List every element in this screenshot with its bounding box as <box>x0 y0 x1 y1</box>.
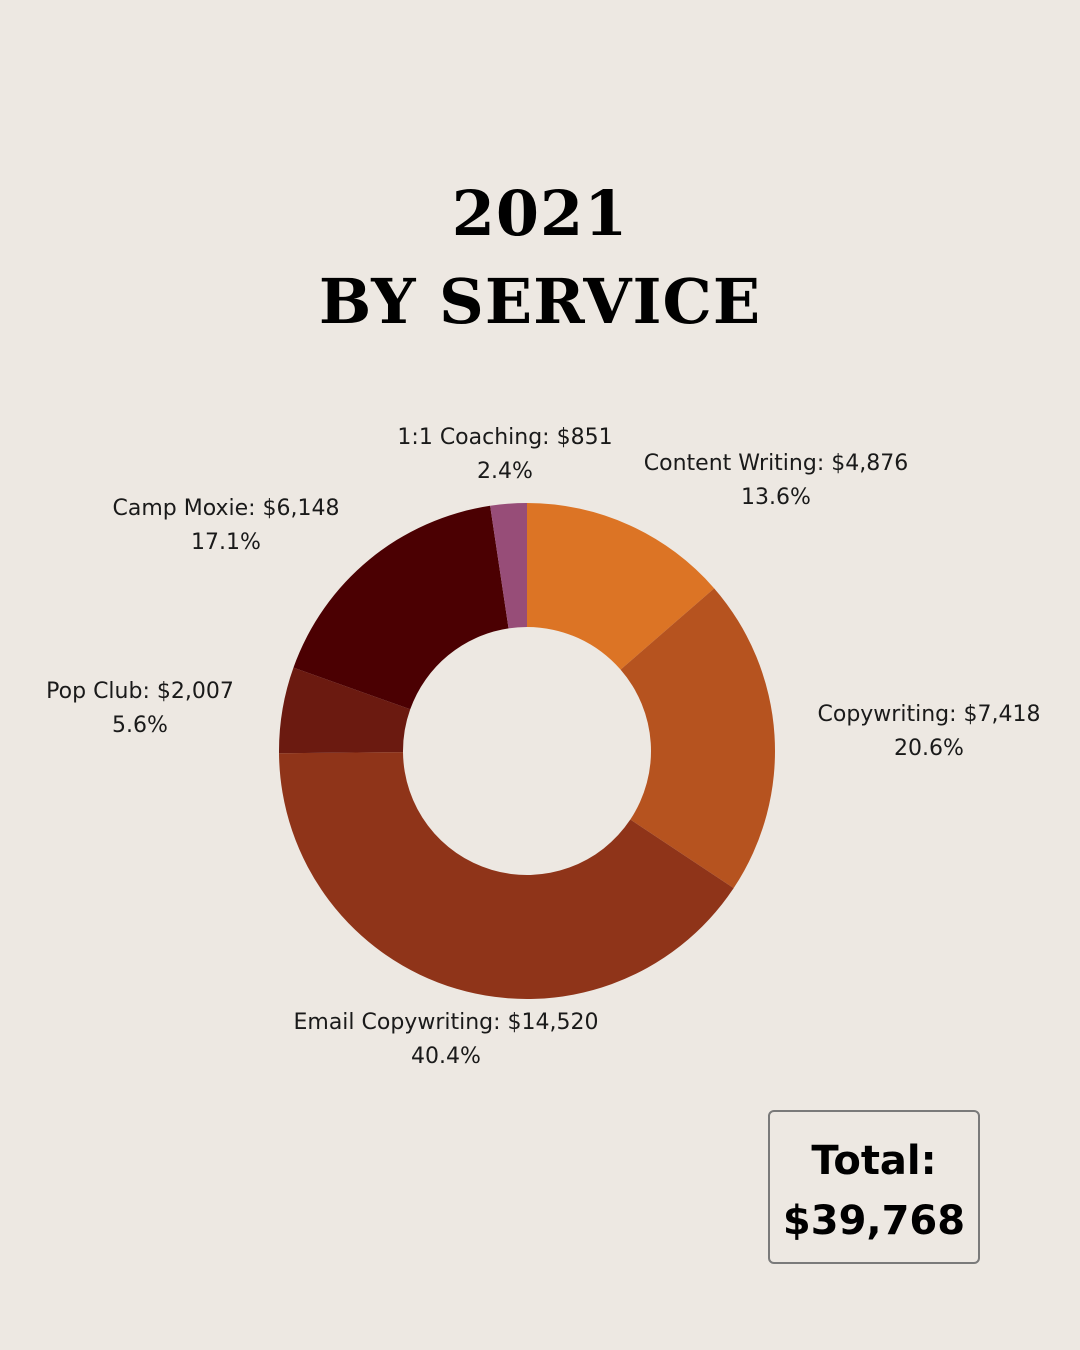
label-content-writing-value: Content Writing: $4,876 <box>643 451 909 476</box>
label-email-copywriting: Email Copywriting: $14,520 40.4% <box>293 1006 598 1074</box>
label-coaching: 1:1 Coaching: $851 2.4% <box>397 421 612 489</box>
slice-copywriting <box>620 588 775 889</box>
slice-camp-moxie <box>293 505 509 710</box>
label-camp-moxie: Camp Moxie: $6,148 17.1% <box>112 492 339 560</box>
slice-coaching <box>490 503 527 629</box>
label-content-writing-percent: 13.6% <box>741 485 811 510</box>
slice-content-writing <box>527 503 715 670</box>
total-value: $39,768 <box>782 1198 966 1244</box>
label-coaching-percent: 2.4% <box>477 459 533 484</box>
chart-title-year: 2021 <box>451 177 629 250</box>
total-label: Total: <box>811 1138 937 1184</box>
total-box: Total: $39,768 <box>768 1110 980 1264</box>
label-pop-club: Pop Club: $2,007 5.6% <box>46 675 234 743</box>
slice-pop-club <box>278 667 411 754</box>
label-camp-moxie-percent: 17.1% <box>191 530 261 555</box>
slice-email-copywriting <box>279 752 734 1000</box>
label-copywriting-value: Copywriting: $7,418 <box>817 702 1041 727</box>
label-email-copywriting-value: Email Copywriting: $14,520 <box>293 1010 599 1035</box>
label-email-copywriting-percent: 40.4% <box>411 1044 481 1069</box>
label-coaching-value: 1:1 Coaching: $851 <box>397 425 613 450</box>
chart-title-subtitle: BY SERVICE <box>318 265 762 338</box>
label-camp-moxie-value: Camp Moxie: $6,148 <box>112 496 340 521</box>
label-pop-club-value: Pop Club: $2,007 <box>46 679 234 704</box>
label-pop-club-percent: 5.6% <box>112 713 168 738</box>
label-content-writing: Content Writing: $4,876 13.6% <box>644 447 908 515</box>
label-copywriting: Copywriting: $7,418 20.6% <box>818 698 1041 766</box>
label-copywriting-percent: 20.6% <box>894 736 964 761</box>
